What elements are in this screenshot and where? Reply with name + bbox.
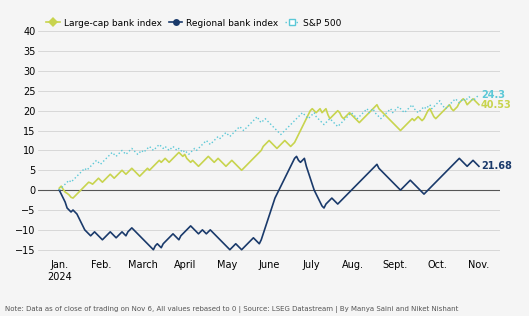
Text: 21.68: 21.68 <box>481 161 512 171</box>
Legend: Large-cap bank index, Regional bank index, S&P 500: Large-cap bank index, Regional bank inde… <box>43 15 344 31</box>
Text: 24.3: 24.3 <box>481 90 505 100</box>
Text: 40.53: 40.53 <box>481 100 512 110</box>
Text: Note: Data as of close of trading on Nov 6, All values rebased to 0 | Source: LS: Note: Data as of close of trading on Nov… <box>5 306 459 313</box>
